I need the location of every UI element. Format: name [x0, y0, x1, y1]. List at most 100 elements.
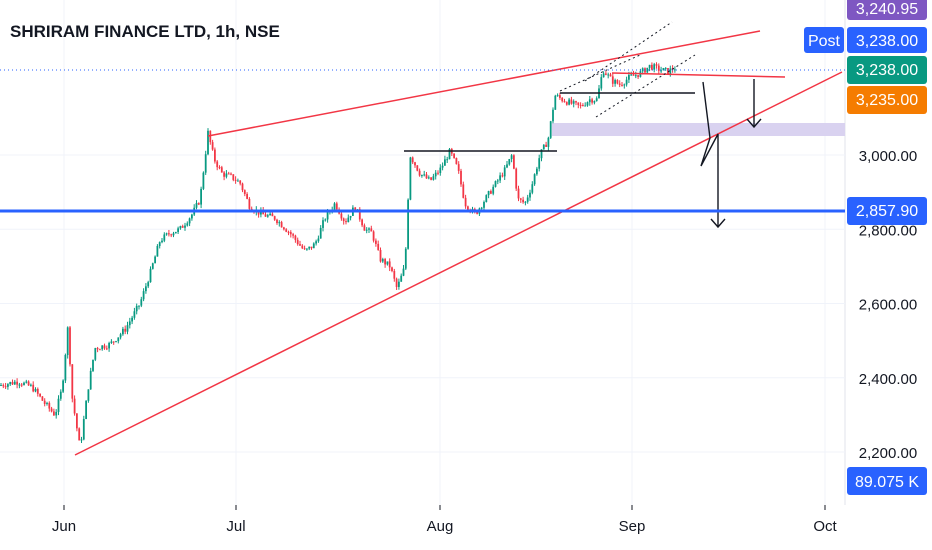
candle-body — [46, 402, 48, 404]
candles-layer — [0, 62, 676, 444]
volume-tag-text: 89.075 K — [855, 474, 919, 491]
candle-body — [174, 231, 177, 234]
candle-body — [117, 337, 120, 342]
candle-body — [653, 64, 656, 70]
candle-body — [73, 398, 76, 414]
candle-body — [48, 402, 51, 409]
candle-body — [283, 227, 285, 230]
candle-body — [499, 175, 501, 181]
candle-body — [186, 223, 189, 226]
candle-body — [490, 191, 492, 194]
candle-body — [241, 183, 244, 191]
candle-body — [517, 188, 520, 199]
candle-body — [66, 327, 69, 356]
candle-body — [384, 259, 386, 265]
x-tick-label: Jul — [226, 518, 245, 535]
candle-body — [660, 70, 662, 72]
candle-body — [39, 393, 41, 397]
candle-body — [172, 233, 175, 236]
candle-body — [319, 227, 322, 239]
neckline-trendline — [611, 72, 786, 78]
post-label-badge — [804, 27, 844, 53]
candle-body — [126, 325, 129, 332]
candle-body — [271, 213, 274, 217]
candle-body — [27, 381, 30, 386]
candle-body — [197, 203, 200, 205]
high-price-tag — [847, 0, 927, 20]
candle-body — [651, 64, 653, 70]
projection-arrow-head-2 — [746, 118, 762, 129]
candle-body — [53, 411, 55, 416]
candle-body — [317, 238, 320, 242]
candle-body — [207, 130, 209, 155]
candle-body — [101, 345, 104, 350]
candle-body — [7, 384, 9, 387]
candle-body — [158, 242, 161, 247]
candle-body — [269, 213, 271, 216]
candle-body — [209, 130, 212, 143]
low-price-tag-text: 3,235.00 — [856, 92, 918, 109]
candle-body — [25, 381, 28, 383]
candle-body — [646, 67, 649, 73]
candle-body — [398, 281, 400, 287]
y-tick-label: 2,200.00 — [859, 445, 917, 462]
candle-body — [122, 328, 124, 335]
candle-body — [50, 408, 53, 412]
candle-body — [377, 243, 380, 250]
candle-body — [71, 364, 74, 399]
candle-body — [446, 159, 449, 161]
candle-body — [154, 256, 156, 264]
candle-body — [306, 248, 308, 250]
post-label-text: Post — [808, 33, 841, 50]
candle-body — [418, 170, 421, 176]
support-price-tag-text: 2,857.90 — [856, 203, 918, 220]
candle-body — [202, 172, 205, 189]
candle-body — [565, 102, 568, 105]
candle-body — [227, 173, 230, 175]
candle-body — [2, 385, 5, 387]
candle-body — [200, 188, 202, 205]
candle-body — [220, 167, 223, 173]
candle-body — [11, 382, 14, 385]
chart-title: SHRIRAM FINANCE LTD, 1h, NSE — [10, 22, 280, 41]
candle-body — [345, 221, 347, 223]
candle-body — [605, 73, 607, 75]
candle-body — [492, 186, 495, 194]
candle-body — [147, 282, 150, 287]
candle-body — [303, 248, 306, 250]
candle-body — [563, 101, 566, 103]
candle-body — [402, 268, 405, 276]
candle-body — [379, 249, 382, 262]
volume-tag — [847, 467, 927, 495]
candle-body — [616, 80, 619, 84]
candle-body — [41, 396, 44, 401]
candle-body — [264, 214, 267, 217]
candle-body — [568, 99, 570, 105]
candle-body — [655, 64, 658, 66]
candle-body — [266, 215, 269, 217]
candle-body — [526, 197, 529, 202]
candle-body — [156, 246, 159, 257]
candle-body — [536, 168, 538, 175]
candle-body — [55, 411, 58, 416]
candle-body — [407, 199, 409, 249]
candle-body — [480, 207, 483, 209]
candle-body — [4, 386, 7, 388]
candle-body — [411, 157, 414, 163]
candle-body — [409, 157, 412, 200]
candle-body — [43, 400, 46, 404]
candle-body — [294, 235, 297, 240]
candle-body — [368, 228, 370, 230]
candle-body — [237, 180, 239, 182]
axis-layer: 3,000.00 2,800.00 2,600.00 2,400.00 2,200.00… — [52, 148, 917, 535]
candle-body — [112, 341, 115, 343]
candle-body — [276, 219, 278, 224]
candle-body — [273, 216, 276, 220]
candle-body — [529, 192, 531, 198]
y-tick-label: 2,800.00 — [859, 222, 917, 239]
candle-body — [487, 191, 490, 196]
candle-body — [370, 228, 373, 232]
candle-body — [386, 261, 389, 265]
